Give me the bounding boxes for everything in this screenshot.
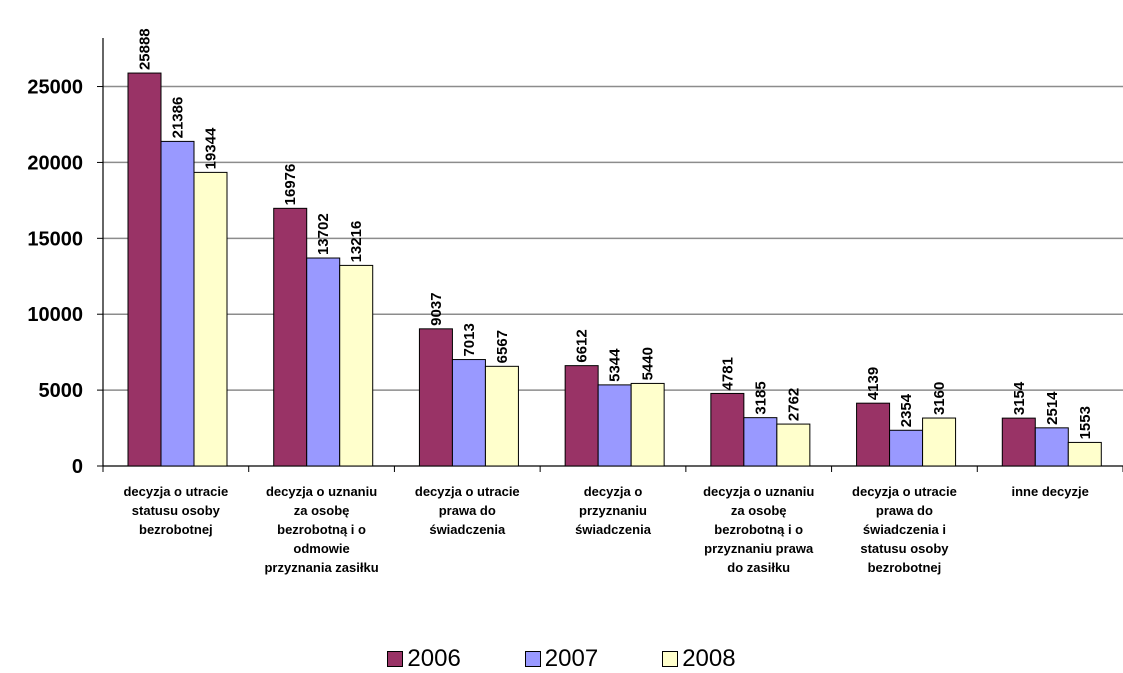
bar-2006 — [564, 365, 599, 467]
category-label-line: do zasiłku — [727, 560, 791, 575]
y-tick-label: 0 — [72, 456, 83, 478]
legend-label: 2007 — [544, 645, 599, 672]
bar-2007 — [306, 257, 341, 467]
bar-2007 — [160, 140, 195, 467]
data-label: 16976 — [282, 164, 299, 206]
bar-2007 — [1034, 427, 1069, 467]
bar-2006 — [418, 328, 453, 467]
data-label: 3160 — [931, 382, 948, 415]
bar-2006 — [710, 392, 745, 467]
data-label: 5440 — [640, 347, 657, 380]
data-label: 21386 — [170, 97, 187, 139]
category-label-line: bezrobotną i o — [277, 522, 366, 537]
y-tick-label: 5000 — [39, 380, 84, 402]
legend-swatch — [387, 651, 404, 667]
category-label: decyzja o uznaniu za osobę bezrobotną i o p… — [685, 482, 833, 577]
category-label-line: inne decyzje — [1011, 484, 1089, 499]
category-label-line: decyzja o utracie — [123, 484, 229, 499]
bar-2007 — [451, 359, 486, 467]
bar-2007 — [889, 429, 924, 467]
bar-2007 — [743, 417, 778, 467]
category-label-line: bezrobotnej — [139, 522, 213, 537]
bar-2008 — [922, 417, 957, 467]
category-label-line: przyznaniu — [579, 503, 647, 518]
bar-2007 — [597, 384, 632, 467]
y-tick-label: 10000 — [27, 304, 83, 326]
legend-item-2008: 2008 — [662, 645, 736, 673]
data-label: 4139 — [865, 367, 882, 400]
category-label-line: decyzja o utracie — [414, 484, 520, 499]
legend-item-2006: 2006 — [387, 645, 461, 673]
category-label-line: decyzja o — [583, 484, 643, 499]
category-label-line: przyznania zasiłku — [264, 560, 379, 575]
category-label-line: statusu osoby — [131, 503, 220, 518]
data-label: 3154 — [1011, 381, 1028, 415]
category-label: decyzja o uznaniu za osobę bezrobotną i o o… — [248, 482, 396, 577]
bar-2006 — [273, 207, 308, 467]
data-label: 6567 — [494, 330, 511, 363]
category-label-line: za osobę — [730, 503, 787, 518]
category-label-line: prawa do — [875, 503, 933, 518]
bar-2008 — [776, 423, 811, 467]
category-label-line: bezrobotnej — [867, 560, 942, 575]
data-label: 13702 — [315, 213, 332, 255]
bar-2008 — [339, 264, 374, 467]
legend-label: 2006 — [407, 645, 461, 672]
y-tick-label: 15000 — [27, 228, 83, 250]
bar-2008 — [484, 365, 519, 467]
bar-2006 — [127, 72, 162, 467]
bar-2006 — [856, 402, 891, 467]
category-label-line: decyzja o utracie — [852, 484, 957, 499]
category-label: inne decyzje — [976, 482, 1123, 501]
category-label: decyzja o utracie prawa do świadczenia i st… — [830, 482, 978, 577]
legend-swatch — [662, 651, 679, 667]
legend: 2006 2007 2008 — [0, 645, 1123, 673]
category-label-line: statusu osoby — [860, 541, 949, 556]
category-label-line: prawa do — [438, 503, 496, 518]
category-label-line: bezrobotną i o — [714, 522, 804, 537]
data-label: 2514 — [1044, 391, 1061, 425]
data-label: 9037 — [428, 292, 445, 325]
category-label-line: decyzja o uznaniu — [703, 484, 815, 499]
bar-2006 — [1001, 417, 1036, 467]
data-label: 13216 — [348, 221, 365, 263]
category-label-line: za osobę — [293, 503, 350, 518]
bar-2008 — [1067, 441, 1102, 467]
data-label: 7013 — [461, 323, 478, 356]
category-label-line: świadczenia — [429, 522, 506, 537]
category-label: decyzja o utracie prawa do świadczenia — [393, 482, 541, 539]
legend-label: 2008 — [682, 645, 736, 672]
data-label: 2354 — [898, 393, 915, 427]
data-label: 6612 — [574, 329, 591, 362]
data-label: 1553 — [1077, 406, 1094, 439]
bar-2008 — [630, 382, 665, 467]
data-label: 5344 — [607, 348, 624, 382]
data-label: 2762 — [785, 388, 802, 421]
category-label-line: przyznaniu prawa — [704, 541, 814, 556]
category-label-line: świadczenia i — [862, 522, 946, 537]
data-label: 19344 — [203, 127, 220, 169]
data-label: 3185 — [752, 381, 769, 414]
legend-swatch — [524, 651, 541, 667]
legend-item-2007: 2007 — [524, 645, 599, 673]
category-label-line: odmowie — [293, 541, 350, 556]
category-label-line: świadczenia — [575, 522, 651, 537]
bar-2008 — [193, 171, 228, 467]
category-label: decyzja o utracie statusu osoby bezrobotne… — [102, 482, 250, 539]
data-label: 4781 — [719, 357, 736, 390]
y-tick-label: 25000 — [27, 77, 83, 99]
data-label: 25888 — [137, 28, 154, 70]
y-tick-label: 20000 — [27, 152, 83, 174]
category-label: decyzja o przyznaniu świadczenia — [539, 482, 687, 539]
category-label-line: decyzja o uznaniu — [265, 484, 378, 499]
